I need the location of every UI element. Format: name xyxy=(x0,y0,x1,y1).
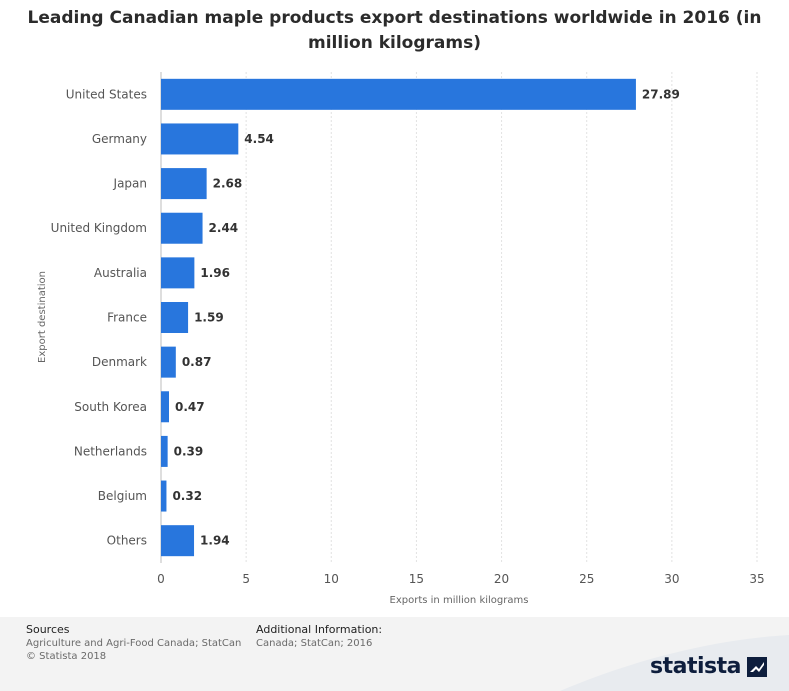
value-label: 27.89 xyxy=(642,87,680,101)
x-tick-label: 25 xyxy=(579,572,594,586)
sources-text: Agriculture and Agri-Food Canada; StatCa… xyxy=(26,638,242,649)
bar-value-labels: 27.89 4.54 2.68 2.44 1.96 1.59 0.87 0.47 0.39 0.3… xyxy=(172,87,679,547)
chart-title-line-1: Leading Canadian maple products export d… xyxy=(27,8,762,28)
additional-info-text: Canada; StatCan; 2016 xyxy=(256,638,373,649)
sources-block: Sources Agriculture and Agri-Food Canada… xyxy=(26,623,241,663)
value-label: 0.32 xyxy=(172,489,202,503)
category-label: Australia xyxy=(94,266,147,280)
chart-title-line-2: million kilograms) xyxy=(308,33,481,53)
value-label: 2.68 xyxy=(213,177,243,191)
x-tick-label: 20 xyxy=(494,572,509,586)
bar-belgium[interactable] xyxy=(161,480,167,512)
value-label: 2.44 xyxy=(209,221,239,235)
statista-logo-icon xyxy=(747,656,767,677)
bar-japan[interactable] xyxy=(161,168,207,200)
value-label: 1.59 xyxy=(194,311,224,325)
bar-denmark[interactable] xyxy=(161,346,176,378)
bar-netherlands[interactable] xyxy=(161,435,168,467)
bar-united-kingdom[interactable] xyxy=(161,212,203,244)
y-axis-tick-labels: United States Germany Japan United Kingdom A… xyxy=(51,87,147,547)
chart-bars xyxy=(161,78,636,557)
category-label: United Kingdom xyxy=(51,221,147,235)
category-label: France xyxy=(107,311,147,325)
statista-logo[interactable]: statista xyxy=(650,654,767,679)
bar-germany[interactable] xyxy=(161,123,239,155)
category-label: United States xyxy=(66,87,147,101)
footer: Sources Agriculture and Agri-Food Canada… xyxy=(0,617,789,691)
sources-header: Sources xyxy=(26,623,70,636)
copyright-text: © Statista 2018 xyxy=(26,651,107,662)
additional-info-block: Additional Information: Canada; StatCan;… xyxy=(256,623,382,650)
statista-wordmark: statista xyxy=(650,654,741,679)
x-axis-tick-labels: 0 5 10 15 20 25 30 35 xyxy=(157,572,764,586)
category-label: Netherlands xyxy=(74,444,147,458)
x-tick-label: 35 xyxy=(749,572,764,586)
x-tick-label: 10 xyxy=(324,572,339,586)
value-label: 0.39 xyxy=(174,444,204,458)
x-tick-label: 30 xyxy=(664,572,679,586)
value-label: 4.54 xyxy=(244,132,274,146)
y-axis-label: Export destination xyxy=(37,271,48,363)
value-label: 0.87 xyxy=(182,355,212,369)
bar-chart: United States Germany Japan United Kingdom A… xyxy=(37,72,765,606)
chart-title: Leading Canadian maple products export d… xyxy=(0,6,789,56)
footer-wave-decoration xyxy=(560,635,789,691)
x-tick-label: 0 xyxy=(157,572,165,586)
category-label: Japan xyxy=(113,177,147,191)
category-label: Belgium xyxy=(98,489,147,503)
value-label: 0.47 xyxy=(175,400,205,414)
category-label: South Korea xyxy=(74,400,147,414)
x-tick-label: 15 xyxy=(409,572,424,586)
x-tick-label: 5 xyxy=(242,572,250,586)
additional-info-header: Additional Information: xyxy=(256,623,383,636)
value-label: 1.94 xyxy=(200,534,230,548)
value-label: 1.96 xyxy=(200,266,230,280)
x-axis-label: Exports in million kilograms xyxy=(390,595,529,606)
category-label: Others xyxy=(107,534,147,548)
bar-others[interactable] xyxy=(161,525,195,557)
bar-south-korea[interactable] xyxy=(161,391,170,423)
category-label: Denmark xyxy=(92,355,147,369)
bar-france[interactable] xyxy=(161,302,189,333)
bar-united-states[interactable] xyxy=(161,78,636,110)
chart-area: Leading Canadian maple products export d… xyxy=(0,6,789,606)
category-label: Germany xyxy=(92,132,147,146)
bar-australia[interactable] xyxy=(161,257,195,289)
